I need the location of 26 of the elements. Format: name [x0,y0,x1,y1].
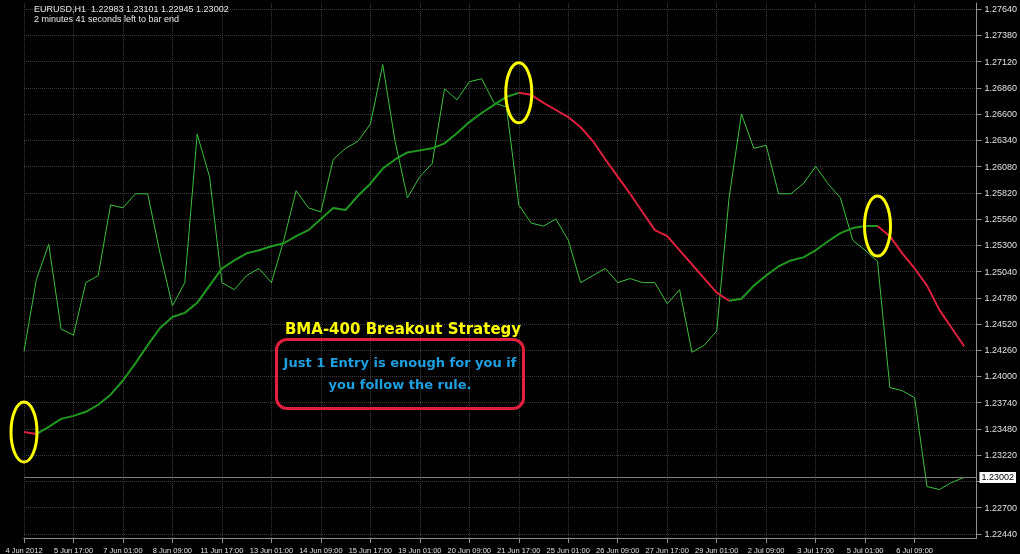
y-tick-label: 1.23740 [984,397,1018,408]
y-tick-label: 1.27640 [984,4,1018,15]
ref-line-label: 1.23002 [981,472,1015,483]
y-tick-label: 1.26340 [984,135,1018,146]
y-tick-label: 1.26860 [984,82,1018,93]
y-tick-label: 1.27120 [984,56,1018,67]
annotation: 2 minutes 41 seconds left to bar end [34,14,180,24]
y-tick-label: 1.24780 [984,292,1018,303]
y-tick-label: 1.25820 [984,187,1018,198]
y-tick-label: 1.23480 [984,423,1018,434]
annotation: Just 1 Entry is enough for you if you follow the rule. [275,338,525,410]
y-tick-label: 1.24260 [984,345,1018,356]
y-tick-label: 1.22440 [984,528,1018,539]
y-tick-label: 1.25560 [984,214,1018,225]
annotation: EURUSD,H1 1.22983 1.23101 1.22945 1.23002 [34,4,229,14]
text: BMA-400 Breakout Strategy [284,319,522,338]
y-tick-label: 1.26600 [984,109,1018,120]
y-tick-label: 1.27380 [984,30,1018,41]
y-tick-label: 1.24520 [984,319,1018,329]
y-tick-label: 1.22700 [984,502,1018,513]
y-tick-label: 1.23220 [984,450,1018,461]
y-tick-label: 1.26080 [984,161,1018,172]
y-tick-label: 1.25300 [984,240,1018,251]
line-series [23,64,965,491]
y-tick-label: 1.25040 [984,266,1018,277]
y-tick-label: 1.24000 [984,371,1018,382]
